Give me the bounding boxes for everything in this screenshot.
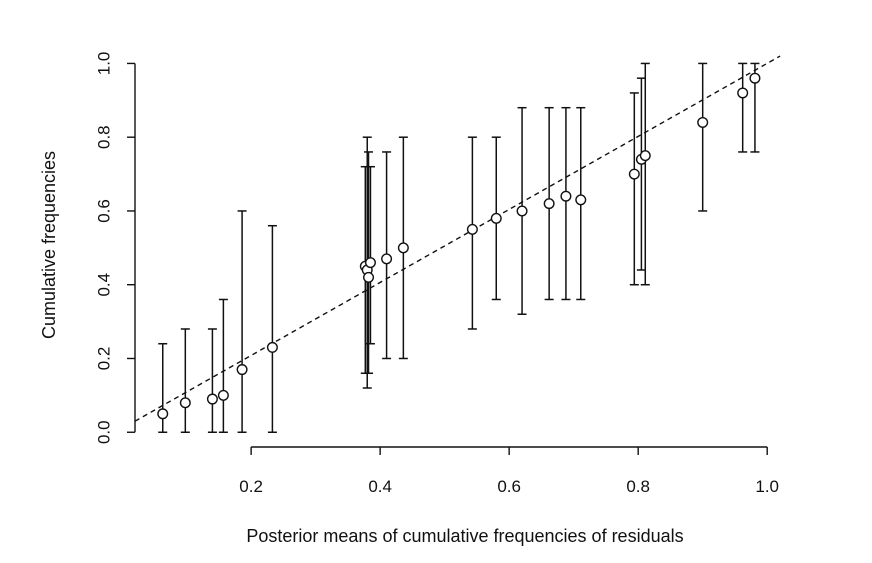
y-tick-label: 0.8 bbox=[94, 125, 113, 149]
axes: 0.2 0.4 0.6 0.8 1.0 0.0 0.2 0.4 0.6 0.8 1.0 bbox=[94, 52, 779, 496]
data-point bbox=[266, 341, 278, 353]
data-point bbox=[639, 150, 651, 162]
data-point bbox=[179, 397, 191, 409]
data-point bbox=[397, 242, 409, 254]
x-tick-label: 1.0 bbox=[755, 477, 779, 496]
data-point bbox=[364, 257, 376, 269]
data-point bbox=[236, 364, 248, 376]
data-point bbox=[516, 205, 528, 217]
reference-line bbox=[134, 55, 781, 422]
error-bars bbox=[158, 62, 760, 433]
y-tick-label: 0.0 bbox=[94, 420, 113, 444]
x-axis-label: Posterior means of cumulative frequencie… bbox=[246, 526, 683, 546]
x-tick-label: 0.4 bbox=[368, 477, 392, 496]
y-tick-label: 0.2 bbox=[94, 347, 113, 371]
reference-line-layer bbox=[134, 55, 781, 422]
x-tick-label: 0.8 bbox=[626, 477, 650, 496]
y-tick-label: 0.6 bbox=[94, 199, 113, 223]
x-tick-label: 0.2 bbox=[239, 477, 263, 496]
data-point bbox=[217, 389, 229, 401]
data-points bbox=[157, 72, 761, 420]
data-point bbox=[363, 271, 375, 283]
data-point bbox=[628, 168, 640, 180]
x-tick-label: 0.6 bbox=[497, 477, 521, 496]
data-point bbox=[206, 393, 218, 405]
data-point bbox=[737, 87, 749, 99]
data-point bbox=[697, 116, 709, 128]
data-point bbox=[490, 212, 502, 224]
data-point bbox=[749, 72, 761, 84]
y-tick-label: 0.4 bbox=[94, 273, 113, 297]
data-point bbox=[560, 190, 572, 202]
y-axis-label: Cumulative frequencies bbox=[39, 151, 59, 339]
data-point bbox=[157, 408, 169, 420]
y-tick-label: 1.0 bbox=[94, 52, 113, 76]
data-point bbox=[466, 223, 478, 235]
data-point bbox=[575, 194, 587, 206]
data-point bbox=[543, 198, 555, 210]
data-point bbox=[381, 253, 393, 265]
